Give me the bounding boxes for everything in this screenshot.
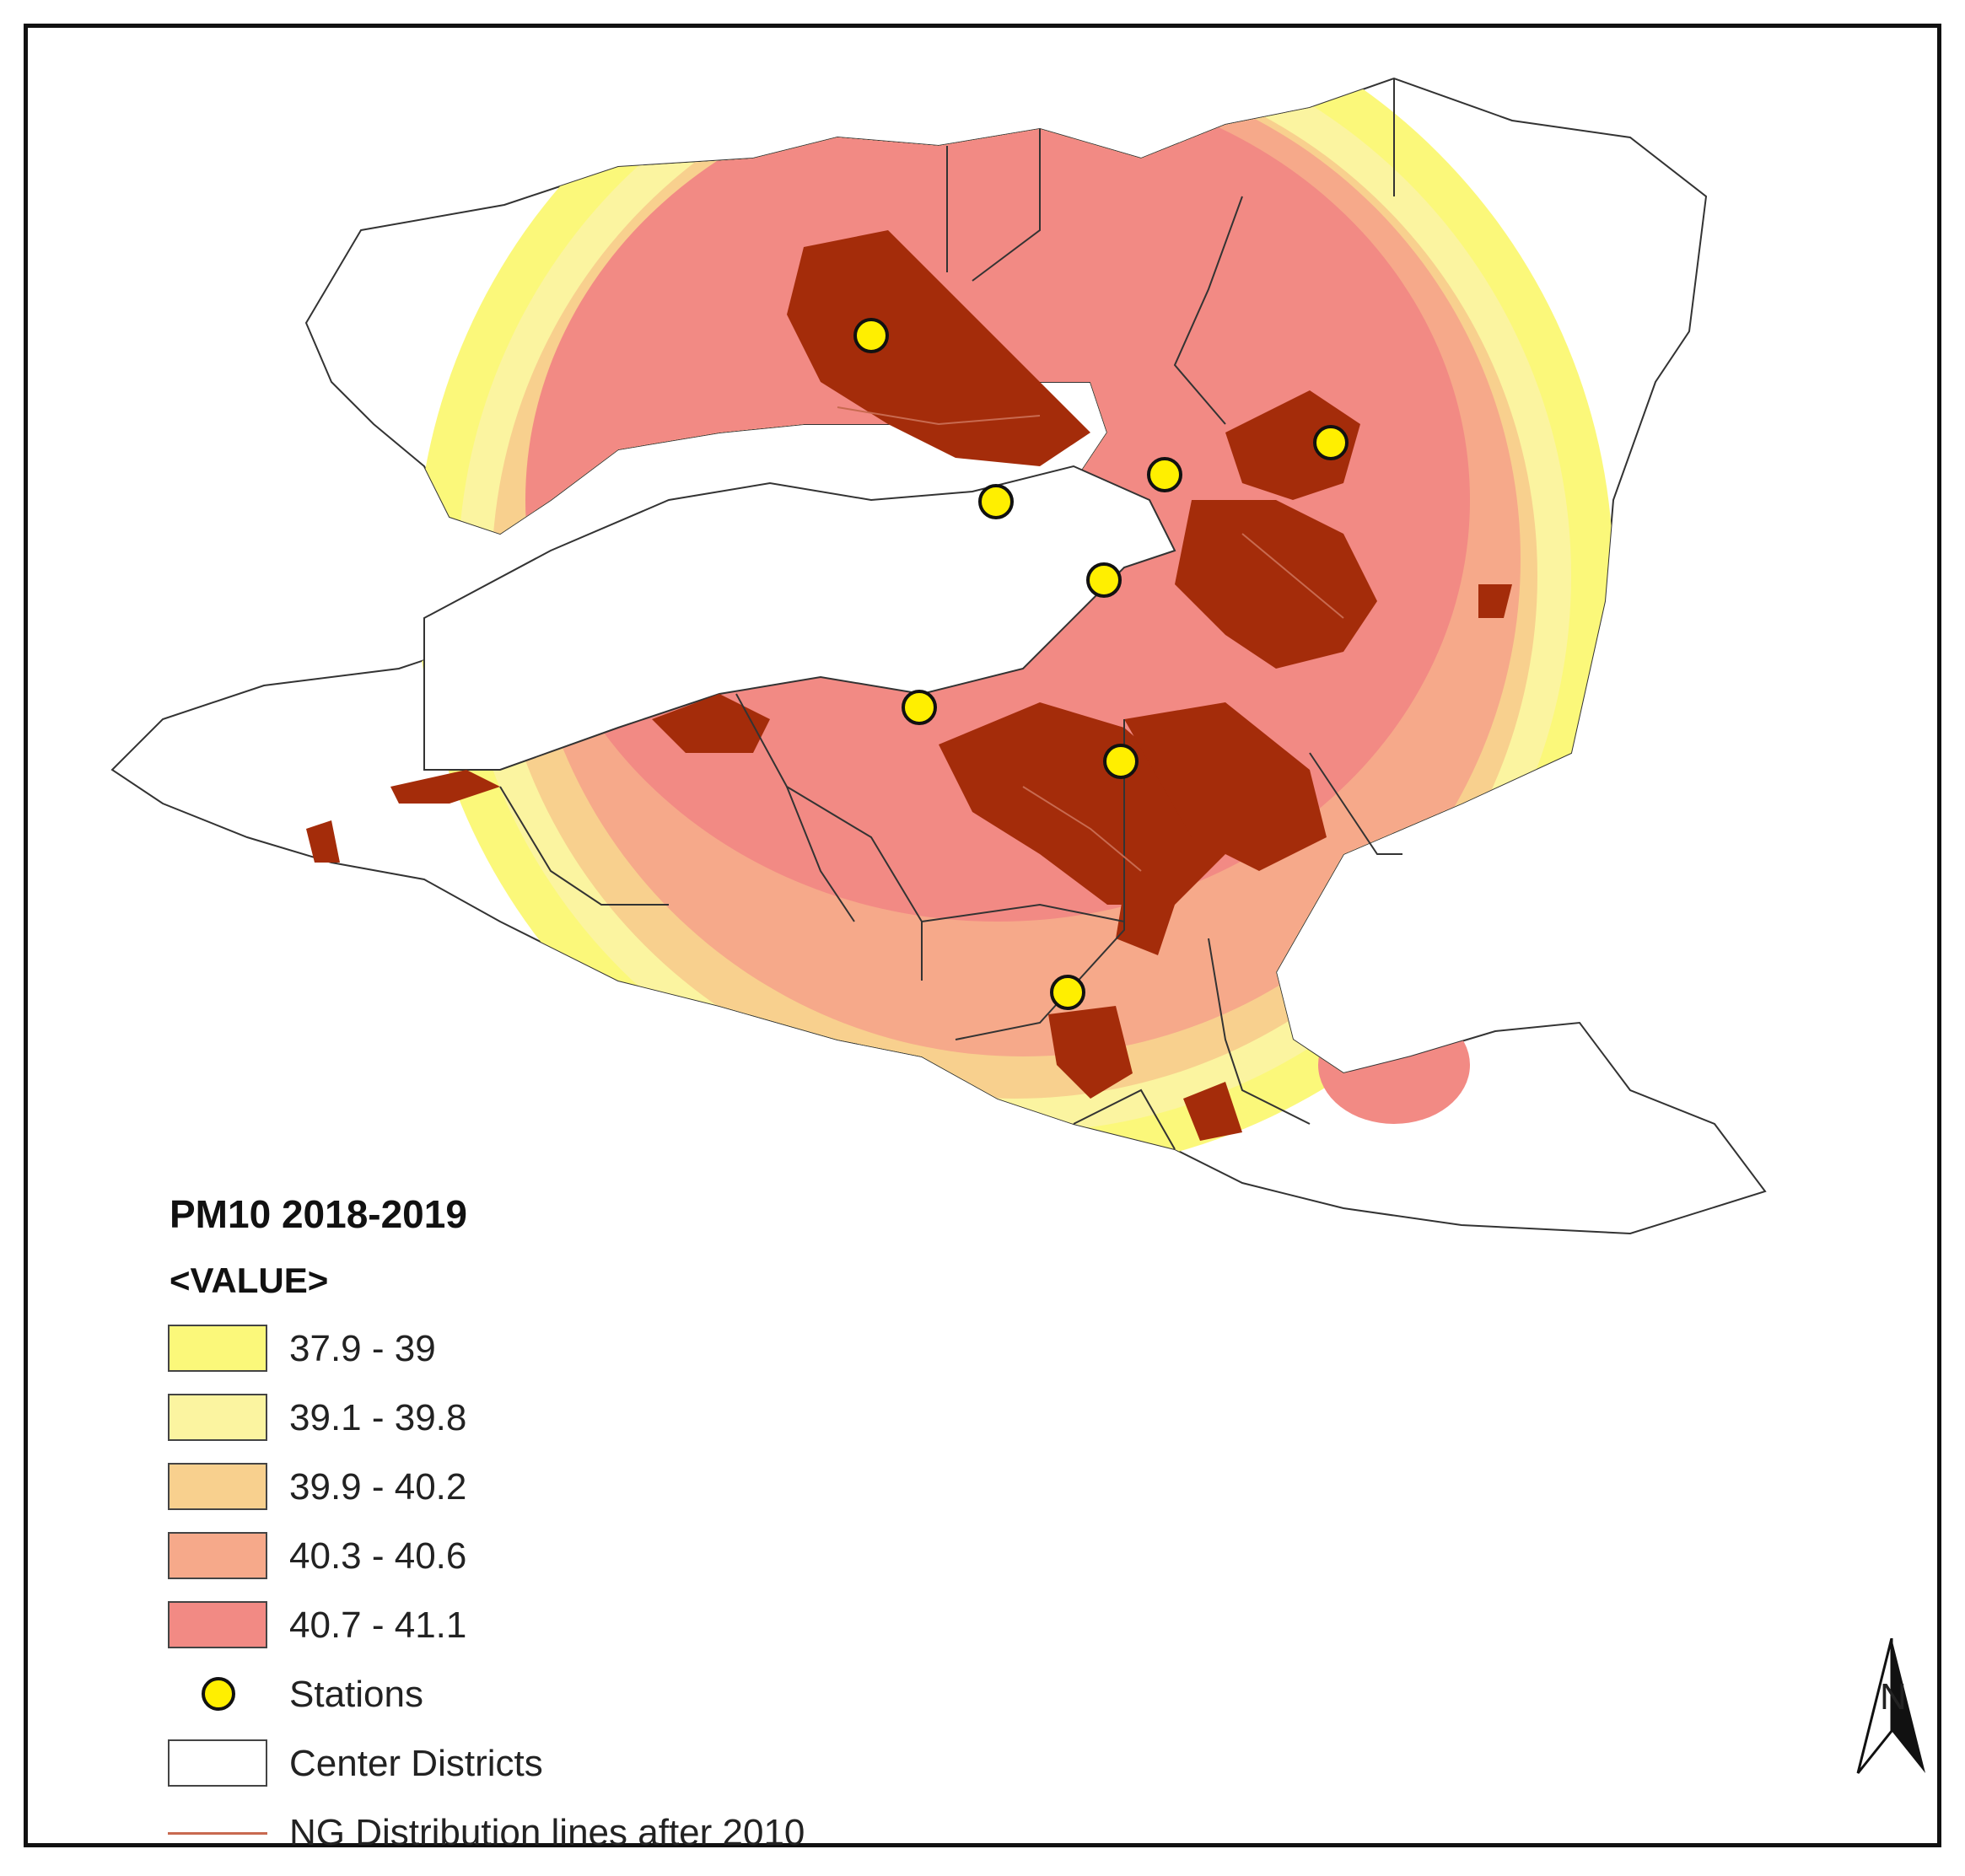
station-8	[1050, 975, 1085, 1010]
station-1	[853, 318, 889, 353]
north-label: N	[1880, 1676, 1907, 1717]
station-5	[1086, 562, 1122, 598]
legend-class-3: 39.9 - 40.2	[163, 1463, 1006, 1515]
legend-label-1: 37.9 - 39	[289, 1328, 436, 1369]
legend-districts-label: Center Districts	[289, 1743, 543, 1784]
legend-swatch-2	[168, 1394, 267, 1441]
legend-label-3: 39.9 - 40.2	[289, 1466, 467, 1508]
map-frame: PM10 2018-2019 <VALUE> 37.9 - 39 39.1 - …	[24, 24, 1941, 1853]
station-4	[1313, 425, 1349, 460]
gulf-water	[423, 465, 1176, 771]
legend-subtitle: <VALUE>	[170, 1261, 329, 1300]
map-canvas	[110, 77, 1767, 1235]
legend-swatch-5	[168, 1601, 267, 1648]
legend-class-5: 40.7 - 41.1	[163, 1601, 1006, 1653]
legend-districts: Center Districts	[163, 1739, 1006, 1792]
legend-class-4: 40.3 - 40.6	[163, 1532, 1006, 1584]
ng-line-symbol-icon	[168, 1832, 267, 1835]
legend-title: PM10 2018-2019	[170, 1192, 467, 1236]
station-7	[1103, 744, 1139, 779]
district-symbol-icon	[168, 1739, 267, 1787]
legend-label-4: 40.3 - 40.6	[289, 1535, 467, 1577]
station-6	[902, 690, 937, 725]
legend-lines: NG Distribution lines after 2010	[163, 1809, 1006, 1861]
legend-label-5: 40.7 - 41.1	[289, 1605, 467, 1646]
north-arrow-icon	[1856, 1638, 1925, 1774]
legend-class-1: 37.9 - 39	[163, 1325, 1006, 1377]
district-boundaries	[499, 78, 1402, 1150]
legend-stations-label: Stations	[289, 1674, 423, 1715]
stations-layer	[853, 318, 1349, 1010]
legend-swatch-1	[168, 1325, 267, 1372]
pm10-zone-5b	[1318, 1006, 1470, 1124]
ng-lines	[837, 406, 1344, 872]
station-3	[1147, 457, 1182, 492]
legend-swatch-4	[168, 1532, 267, 1579]
legend-class-2: 39.1 - 39.8	[163, 1394, 1006, 1446]
urban-areas	[306, 230, 1512, 1141]
station-2	[978, 484, 1014, 519]
legend-swatch-3	[168, 1463, 267, 1510]
legend-label-2: 39.1 - 39.8	[289, 1397, 467, 1438]
legend-lines-label: NG Distribution lines after 2010	[289, 1812, 805, 1853]
station-symbol-icon	[202, 1677, 235, 1711]
legend-stations: Stations	[163, 1670, 1006, 1723]
